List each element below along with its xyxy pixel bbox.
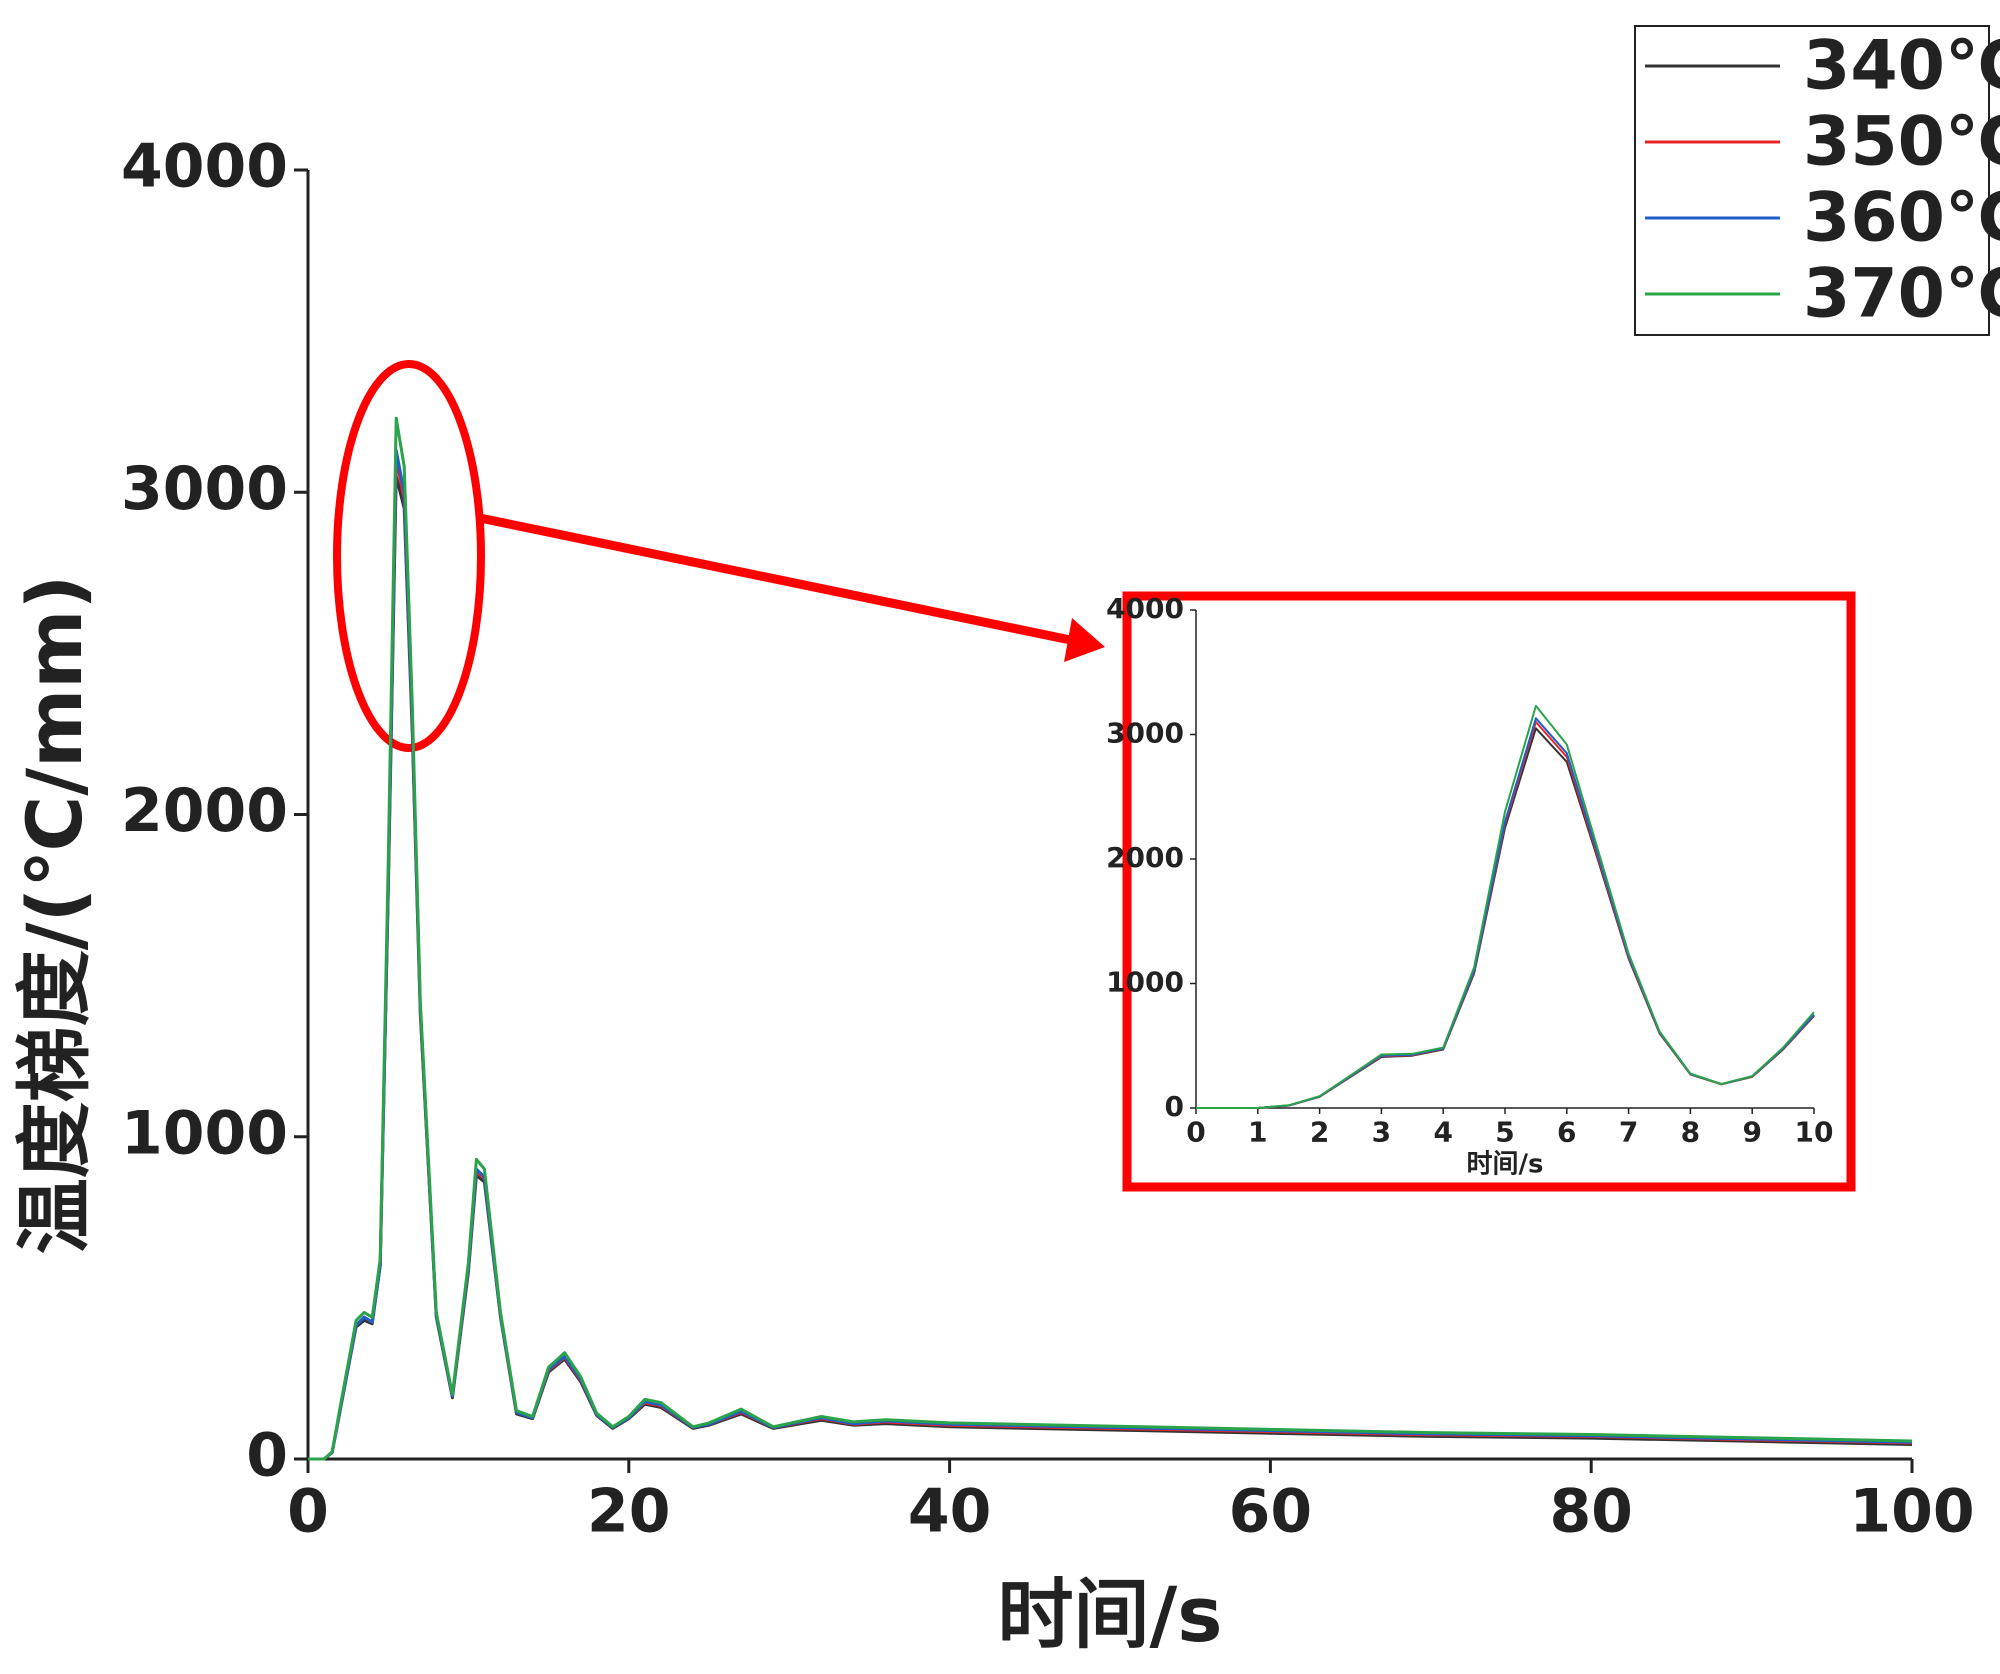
x-tick-label: 9 [1742,1116,1761,1149]
x-tick-label: 80 [1549,1477,1633,1547]
legend-label: 350℃ [1803,103,2000,182]
y-tick-label: 3000 [121,454,288,524]
x-axis-title: 时间/s [998,1570,1223,1659]
x-tick-label: 7 [1619,1116,1638,1149]
x-tick-label: 8 [1681,1116,1700,1149]
series-line [308,416,1913,1461]
x-tick-label: 0 [1186,1116,1205,1149]
x-tick-label: 60 [1229,1477,1313,1547]
y-tick-label: 0 [246,1421,288,1491]
y-tick-label: 4000 [1106,592,1184,625]
x-axis-title: 时间/s [1467,1150,1544,1180]
x-tick-label: 5 [1495,1116,1514,1149]
x-tick-label: 40 [908,1477,992,1547]
x-tick-label: 3 [1372,1116,1391,1149]
y-tick-label: 4000 [121,132,288,202]
x-tick-label: 100 [1849,1477,1974,1547]
y-axis-title: 温度梯度/(℃/mm) [10,575,99,1254]
legend-label: 360℃ [1803,179,2000,258]
y-tick-label: 2000 [1106,841,1184,874]
y-tick-label: 0 [1165,1090,1184,1123]
x-tick-label: 6 [1557,1116,1576,1149]
x-tick-label: 2 [1310,1116,1329,1149]
highlight-ellipse [333,360,485,752]
legend-label: 340℃ [1803,27,2000,106]
y-tick-label: 2000 [121,776,288,846]
y-tick-label: 3000 [1106,717,1184,750]
series-line [1196,704,1815,1109]
x-tick-label: 1 [1248,1116,1267,1149]
y-tick-label: 1000 [121,1098,288,1168]
legend-label: 370℃ [1803,255,2000,334]
zoom-arrow [479,513,1081,647]
y-tick-label: 1000 [1106,966,1184,999]
legend-box [1634,25,1990,336]
x-tick-label: 20 [587,1477,671,1547]
arrow-head [1064,618,1105,662]
x-tick-label: 10 [1795,1116,1834,1149]
x-tick-label: 0 [287,1477,329,1547]
x-tick-label: 4 [1433,1116,1452,1149]
